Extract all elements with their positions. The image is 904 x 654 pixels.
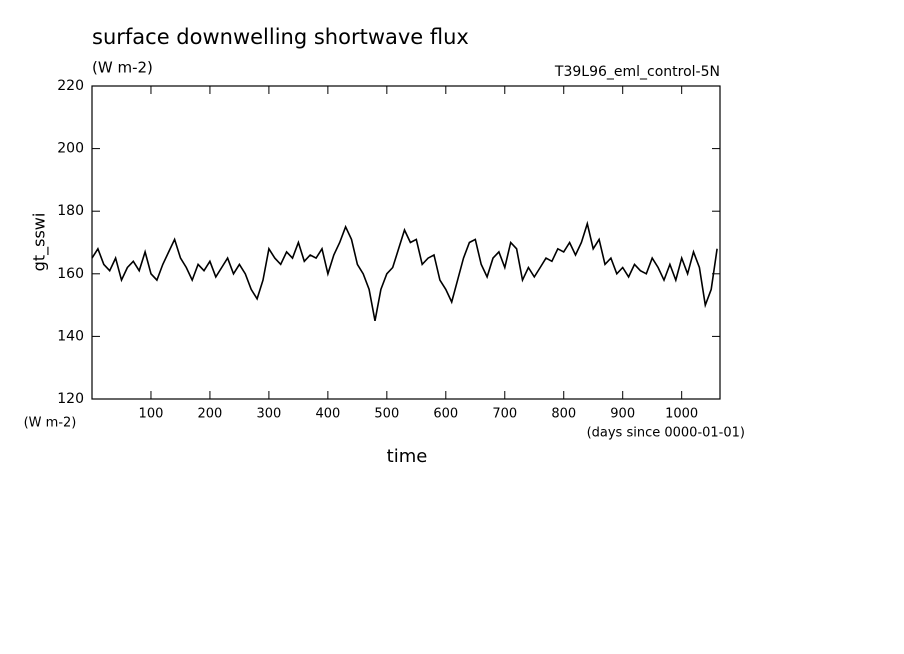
x-tick-label: 600 xyxy=(433,407,458,422)
y-tick-label: 220 xyxy=(57,78,84,94)
x-unit: (days since 0000-01-01) xyxy=(587,426,745,441)
y-tick-label: 140 xyxy=(57,328,84,344)
x-tick-label: 200 xyxy=(198,407,223,422)
data-line xyxy=(91,220,718,321)
x-tick-label: 900 xyxy=(610,407,635,422)
x-tick-label: 400 xyxy=(315,407,340,422)
y-tick-label: 120 xyxy=(57,391,84,407)
chart-title: surface downwelling shortwave flux xyxy=(92,25,469,49)
y-unit: (W m-2) xyxy=(24,416,77,431)
x-tick-label: 300 xyxy=(256,407,281,422)
y-tick-label: 200 xyxy=(57,141,84,157)
annotation: T39L96_eml_control-5N xyxy=(554,64,720,80)
y-tick-label: 180 xyxy=(57,203,84,219)
x-tick-label: 500 xyxy=(374,407,399,422)
plot-frame xyxy=(91,85,721,400)
x-tick-label: 700 xyxy=(492,407,517,422)
x-tick-label: 800 xyxy=(551,407,576,422)
x-tick-label: 100 xyxy=(139,407,164,422)
y-axis-label: gt_sswi xyxy=(30,213,50,272)
chart-subtitle: (W m-2) xyxy=(92,59,153,77)
y-tick-label: 160 xyxy=(57,266,84,282)
x-axis-label: time xyxy=(387,446,428,467)
x-tick-label: 1000 xyxy=(665,407,698,422)
